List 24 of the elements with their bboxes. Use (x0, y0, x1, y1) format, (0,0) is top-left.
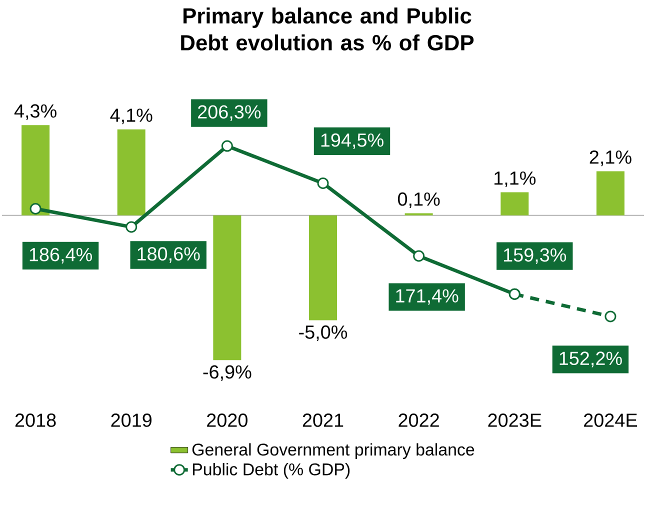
legend-label: General Government primary balance (192, 443, 474, 459)
data-label: 171,4% (396, 289, 458, 305)
x-tick-label: 2018 (15, 414, 56, 427)
data-label: 2,1% (590, 150, 632, 166)
data-label: 0,1% (398, 192, 440, 208)
data-label: 4,1% (110, 108, 152, 124)
data-label: 152,2% (560, 352, 622, 368)
x-tick-label: 2020 (207, 414, 248, 427)
data-label: -5,0% (299, 325, 348, 342)
data-label: -6,9% (203, 365, 252, 381)
data-label: 180,6% (138, 247, 200, 263)
data-label: 159,3% (504, 248, 566, 264)
legend-label: Public Debt (% GDP) (192, 462, 350, 479)
x-tick-label: 2019 (111, 414, 152, 427)
data-label: 194,5% (321, 133, 384, 150)
data-label: 4,3% (14, 104, 56, 120)
data-label: 206,3% (198, 105, 261, 121)
x-tick-label: 2021 (302, 414, 344, 427)
x-tick-label: 2022 (398, 414, 439, 427)
x-tick-label: 2024E (584, 414, 638, 427)
data-label: 1,1% (494, 172, 536, 188)
x-tick-label: 2023E (488, 414, 542, 427)
chart-title: Primary balance and Public Debt evolution as % of GDP (181, 8, 474, 51)
data-label: 186,4% (30, 248, 92, 264)
